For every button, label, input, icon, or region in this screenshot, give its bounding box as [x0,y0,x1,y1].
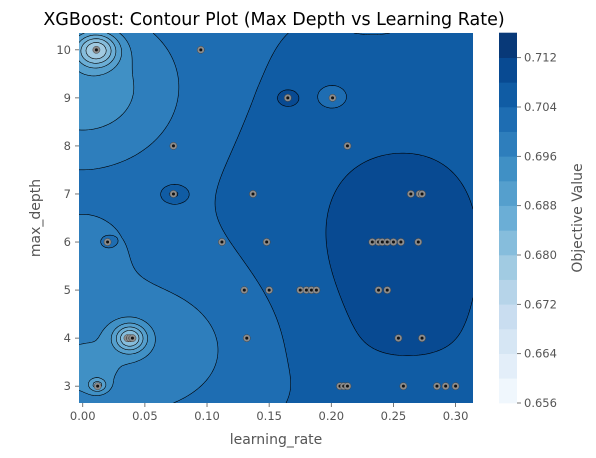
trial-point-center [245,336,249,340]
trial-point-center [199,48,203,52]
trial-point-center [265,240,269,244]
trial-point-center [94,48,98,52]
x-tick-label: 0.10 [194,409,220,423]
colorbar-band [499,131,517,157]
trial-point-center [171,192,175,196]
trial-point-center [106,240,110,244]
trial-point-center [454,384,458,388]
colorbar-band [499,57,517,83]
x-tick-label: 0.05 [132,409,158,423]
trial-point-center [420,336,424,340]
trial-point-center [242,288,246,292]
colorbar-band [499,254,517,280]
trial-point-center [420,192,424,196]
colorbar-band [499,82,517,108]
trial-point-center [96,384,100,388]
y-tick-label: 6 [64,235,71,249]
colorbar-tick-label: 0.680 [524,248,557,262]
y-axis-label: max_depth [28,179,44,257]
colorbar: 0.656 0.664 0.672 0.680 0.688 0.696 0.704 0.712… [499,32,586,410]
trial-points [92,45,460,391]
colorbar-band [499,304,517,330]
y-tick-label: 4 [64,331,71,345]
trial-point-center [380,240,384,244]
trial-point-center [399,240,403,244]
trial-point-center [345,144,349,148]
colorbar-bands [499,32,517,404]
colorbar-band [499,230,517,256]
colorbar-band [499,279,517,305]
x-tick-label: 0.20 [319,409,345,423]
trial-point-center [416,240,420,244]
trial-point-center [130,336,134,340]
contour-line [79,33,156,396]
colorbar-band [499,328,517,354]
x-tick-label: 0.00 [70,409,96,423]
trial-point-center [345,384,349,388]
trial-point-center [171,144,175,148]
trial-point-center [309,288,313,292]
trial-point-center [251,192,255,196]
trial-point-center [444,384,448,388]
y-tick-label: 10 [56,43,71,57]
colorbar-band [499,205,517,231]
contour-line [160,33,390,403]
colorbar-band [499,156,517,182]
y-axis-ticks: 3 4 5 6 7 8 9 10 [56,43,79,393]
x-axis-ticks: 0.00 0.05 0.10 0.15 0.20 0.25 0.30 [70,403,468,423]
y-tick-label: 8 [64,139,71,153]
trial-point-center [401,384,405,388]
colorbar-ticks: 0.656 0.664 0.672 0.680 0.688 0.696 0.704 0.712 [517,51,557,410]
trial-point-center [286,96,290,100]
y-tick-label: 3 [64,379,71,393]
trial-point-center [391,240,395,244]
trial-point-center [298,288,302,292]
colorbar-tick-label: 0.672 [524,297,557,311]
y-tick-label: 9 [64,91,71,105]
contour-line [80,38,140,347]
trial-point-center [385,288,389,292]
trial-point-center [220,240,224,244]
y-tick-label: 5 [64,283,71,297]
trial-point-center [409,192,413,196]
plot-area [79,33,473,403]
trial-point-center [435,384,439,388]
colorbar-label: Objective Value [570,163,586,272]
trial-point-center [377,288,381,292]
colorbar-band [499,353,517,379]
trial-point-center [331,96,335,100]
x-tick-label: 0.15 [256,409,282,423]
contour-line [79,33,148,392]
colorbar-tick-label: 0.712 [524,51,557,65]
colorbar-tick-label: 0.656 [524,396,557,410]
x-axis-label: learning_rate [230,432,323,448]
trial-point-center [267,288,271,292]
colorbar-band [499,378,517,404]
contour-line [79,33,219,403]
y-tick-label: 7 [64,187,71,201]
colorbar-band [499,32,517,58]
trial-point-center [396,336,400,340]
trial-point-center [314,288,318,292]
trial-point-center [304,288,308,292]
trial-point-center [385,240,389,244]
colorbar-tick-label: 0.688 [524,199,557,213]
colorbar-tick-label: 0.704 [524,100,557,114]
x-tick-label: 0.30 [443,409,469,423]
contour-fill [79,33,473,403]
contour-line [169,89,473,356]
colorbar-tick-label: 0.696 [524,149,557,163]
colorbar-band [499,180,517,206]
colorbar-tick-label: 0.664 [524,347,557,361]
x-tick-label: 0.25 [381,409,407,423]
chart-title: XGBoost: Contour Plot (Max Depth vs Lear… [43,10,504,30]
colorbar-band [499,106,517,132]
trial-point-center [370,240,374,244]
